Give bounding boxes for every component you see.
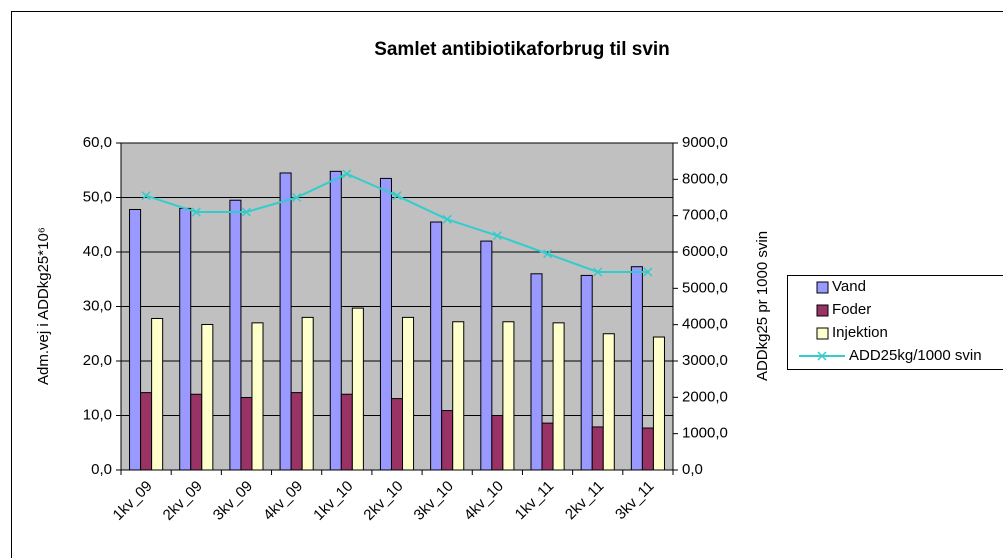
legend-swatch xyxy=(816,327,829,340)
y-tick-label: 60,0 xyxy=(83,134,112,151)
bar xyxy=(402,316,415,471)
bar xyxy=(480,240,493,471)
bar xyxy=(502,321,515,471)
y-tick-label: 30,0 xyxy=(83,297,112,314)
bar xyxy=(541,422,554,471)
bar xyxy=(190,393,203,471)
y-tick-label: 10,0 xyxy=(83,406,112,423)
legend-label: ADD25kg/1000 svin xyxy=(849,347,982,364)
y2-tick-label: 1000,0 xyxy=(682,425,728,442)
bar xyxy=(491,415,504,471)
bar xyxy=(340,393,353,471)
bar xyxy=(441,410,454,471)
y2-tick-label: 9000,0 xyxy=(682,134,728,151)
marker xyxy=(492,231,502,241)
y2-tick-label: 6000,0 xyxy=(682,243,728,260)
marker xyxy=(141,191,151,201)
y-tick-label: 20,0 xyxy=(83,352,112,369)
bar xyxy=(151,317,164,471)
y2-tick-label: 3000,0 xyxy=(682,352,728,369)
legend-swatch xyxy=(816,304,829,317)
legend-label: Injektion xyxy=(832,324,888,341)
bar xyxy=(552,322,565,471)
bar xyxy=(129,208,142,471)
bar xyxy=(290,392,303,471)
bar xyxy=(251,322,264,471)
bar xyxy=(279,172,292,471)
bar xyxy=(140,392,153,471)
marker xyxy=(342,169,352,179)
bar xyxy=(602,333,615,471)
marker xyxy=(241,207,251,217)
y2-tick-label: 8000,0 xyxy=(682,170,728,187)
marker xyxy=(643,267,653,277)
bar xyxy=(641,427,654,471)
bar xyxy=(390,398,404,471)
marker xyxy=(442,214,452,224)
y-tick-label: 50,0 xyxy=(83,188,112,205)
y-tick-label: 0,0 xyxy=(91,461,112,478)
bar xyxy=(240,397,253,471)
bar xyxy=(351,307,364,471)
bar xyxy=(329,170,342,471)
marker xyxy=(392,191,402,201)
chart-title: Samlet antibiotikaforbrug til svin xyxy=(374,39,670,60)
legend-marker xyxy=(817,351,827,361)
bar xyxy=(652,336,665,471)
bar xyxy=(430,221,443,471)
bar xyxy=(580,274,593,471)
y2-tick-label: 0,0 xyxy=(682,461,703,478)
marker xyxy=(191,207,201,217)
y2-tick-label: 2000,0 xyxy=(682,388,728,405)
bar xyxy=(452,321,465,471)
legend-label: Foder xyxy=(832,301,871,318)
y2-tick-label: 5000,0 xyxy=(682,279,728,296)
bar xyxy=(379,177,392,471)
bar xyxy=(530,273,543,471)
bar xyxy=(591,426,604,471)
legend-label: Vand xyxy=(832,278,866,295)
bar xyxy=(630,266,643,471)
bar xyxy=(301,316,314,471)
marker xyxy=(292,192,302,203)
y-tick-label: 40,0 xyxy=(83,243,112,260)
legend-swatch xyxy=(816,281,829,294)
y2-axis-title: ADDkg25 pr 1000 svin xyxy=(754,231,771,381)
marker xyxy=(543,249,553,259)
bar xyxy=(201,323,214,471)
y-axis-title: Adm.vej i ADDkg25*10⁶ xyxy=(35,227,52,385)
y2-tick-label: 7000,0 xyxy=(682,207,728,224)
bar xyxy=(229,199,242,471)
bar xyxy=(179,207,192,471)
y2-tick-label: 4000,0 xyxy=(682,316,728,333)
marker xyxy=(593,267,603,277)
